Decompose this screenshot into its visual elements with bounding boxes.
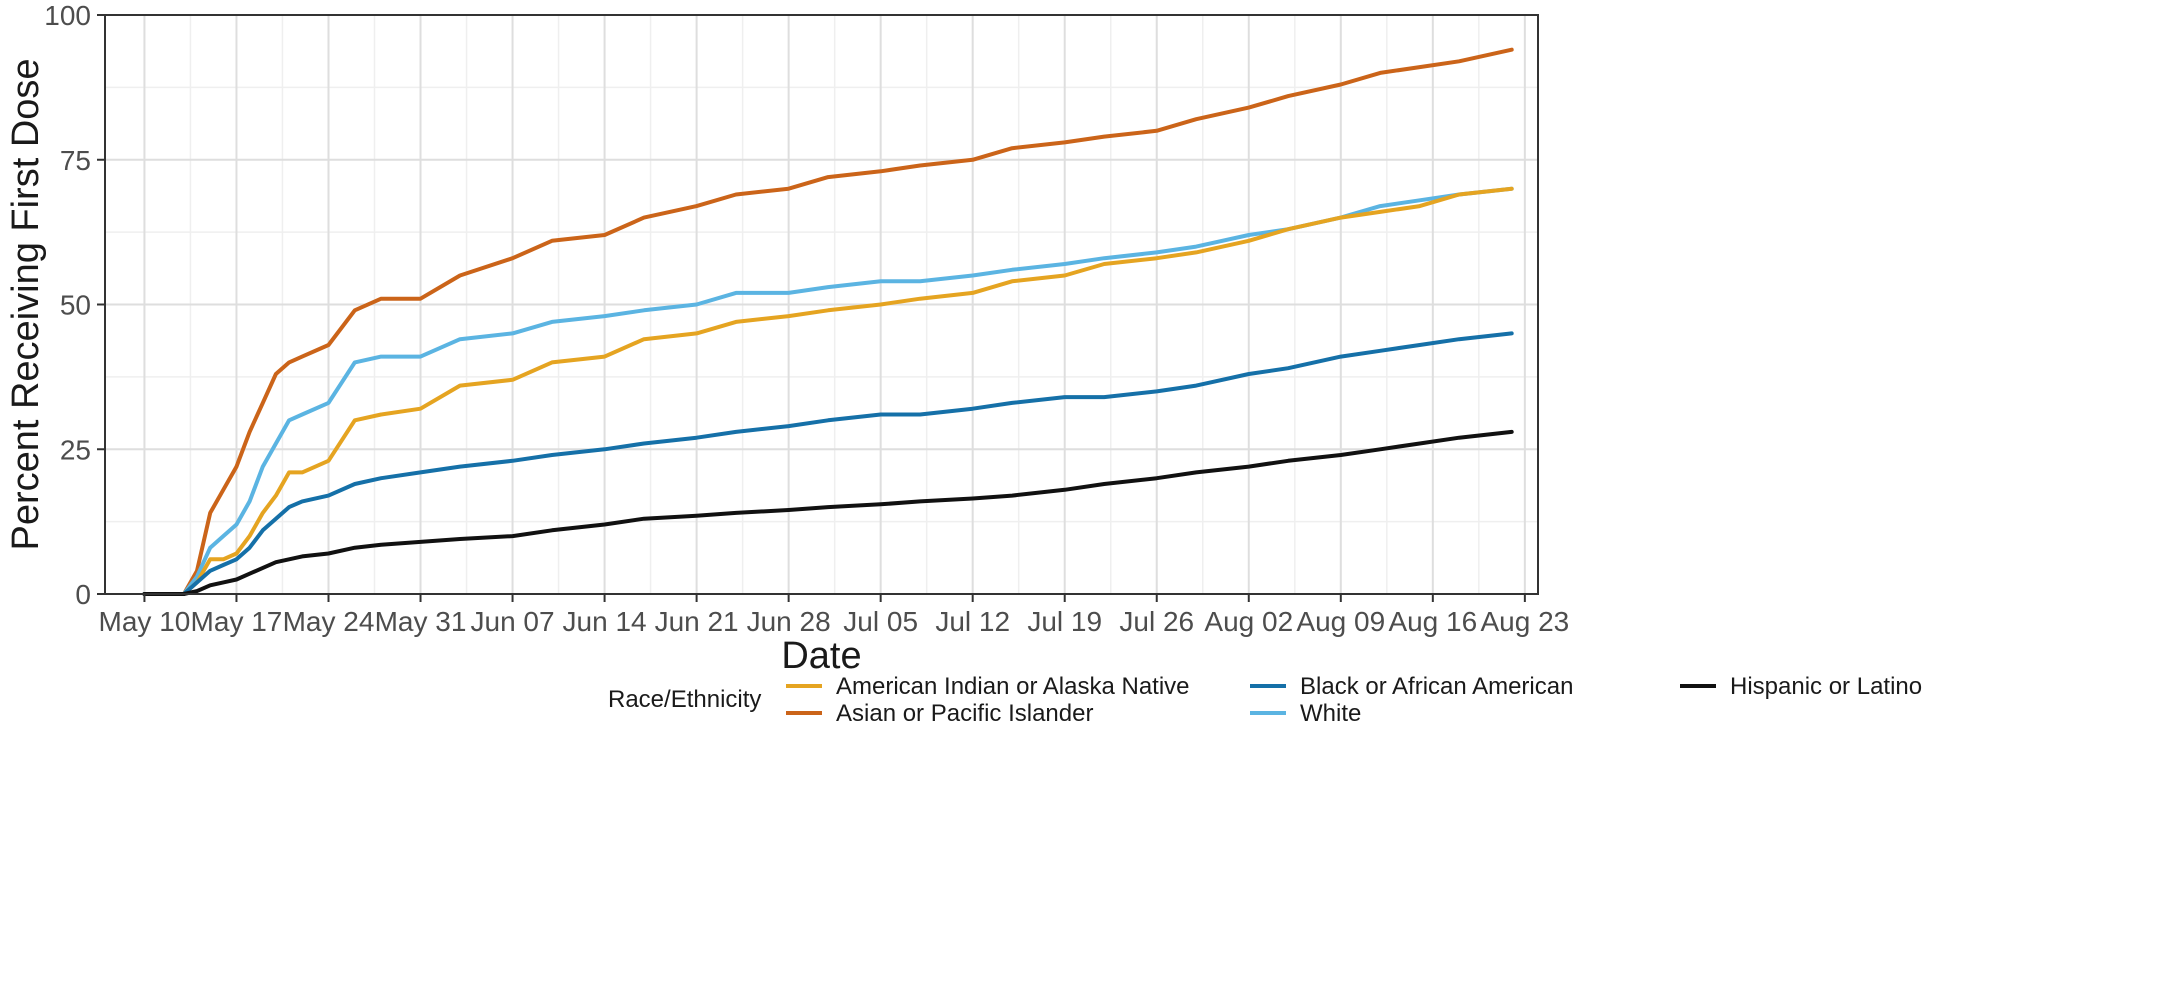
- series-lines: [142, 47, 1514, 596]
- series-line-black-or-african-american: [142, 331, 1514, 596]
- legend-title: Race/Ethnicity: [608, 686, 761, 713]
- x-tick-label: Jun 21: [655, 606, 739, 637]
- x-tick-label: Jul 26: [1119, 606, 1194, 637]
- x-tick-label: Jun 07: [471, 606, 555, 637]
- x-tick-label: Jun 28: [747, 606, 831, 637]
- x-tick-label: May 10: [99, 606, 191, 637]
- x-tick-label: May 24: [283, 606, 375, 637]
- x-tick-label: Jul 05: [843, 606, 918, 637]
- legend-label: White: [1300, 700, 1361, 727]
- series-line-white: [142, 186, 1514, 596]
- x-axis-title: Date: [781, 635, 861, 677]
- y-tick-label: 25: [60, 434, 91, 465]
- y-tick-label: 50: [60, 290, 91, 321]
- x-tick-label: May 17: [191, 606, 283, 637]
- legend-label: Hispanic or Latino: [1730, 673, 1922, 700]
- x-tick-label: May 31: [375, 606, 467, 637]
- y-tick-label: 0: [75, 579, 91, 610]
- x-axis-ticks: May 10 May 17 May 24 May 31 Jun 07 Jun 14 Jun …: [99, 594, 1569, 637]
- series-line-asian-or-pacific-islander: [142, 47, 1514, 596]
- y-tick-label: 75: [60, 145, 91, 176]
- y-axis-title: Percent Receiving First Dose: [5, 58, 47, 550]
- x-tick-label: Jul 19: [1027, 606, 1102, 637]
- legend-label: Black or African American: [1300, 673, 1573, 700]
- x-tick-label: Jul 12: [935, 606, 1010, 637]
- legend-label: Asian or Pacific Islander: [836, 700, 1093, 727]
- legend-label: American Indian or Alaska Native: [836, 673, 1190, 700]
- x-tick-label: Aug 16: [1388, 606, 1477, 637]
- series-line-hispanic-or-latino: [142, 429, 1514, 596]
- x-tick-label: Aug 23: [1480, 606, 1569, 637]
- y-axis-ticks: 0 25 50 75 100: [44, 0, 105, 610]
- series-line-american-indian-or-alaska-native: [142, 186, 1514, 596]
- x-tick-label: Aug 09: [1296, 606, 1385, 637]
- y-tick-label: 100: [44, 0, 91, 31]
- legend: Race/Ethnicity American Indian or Alaska…: [608, 673, 1922, 727]
- x-tick-label: Aug 02: [1204, 606, 1293, 637]
- x-tick-label: Jun 14: [563, 606, 647, 637]
